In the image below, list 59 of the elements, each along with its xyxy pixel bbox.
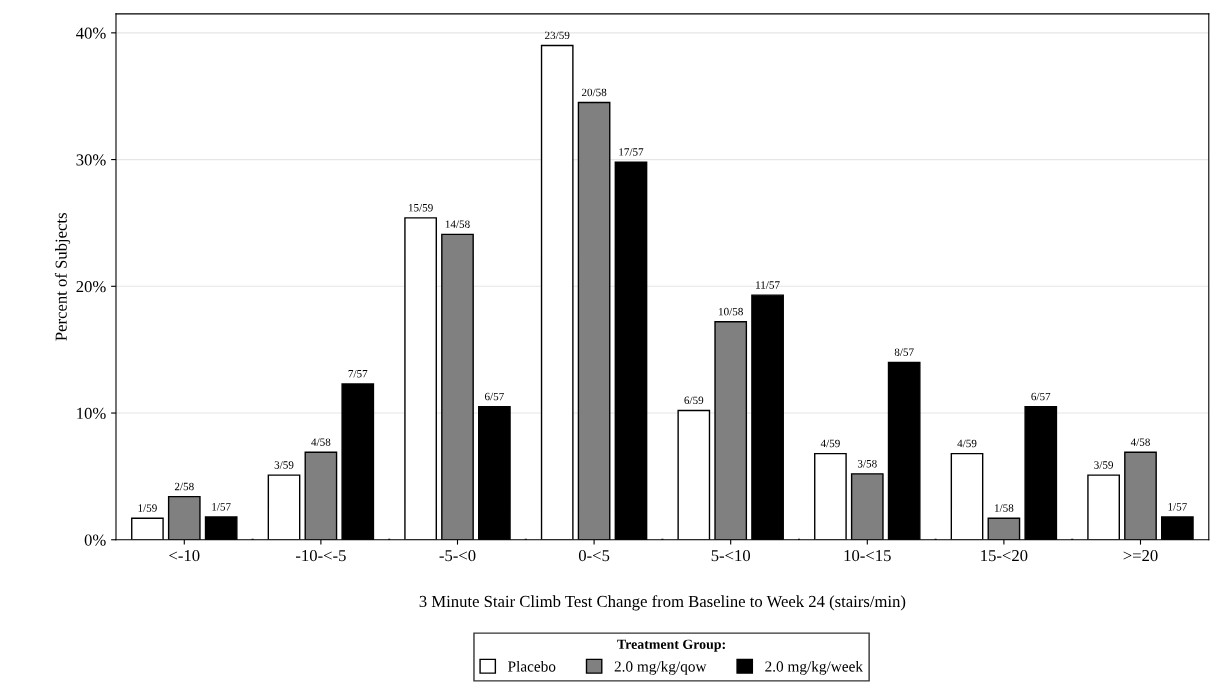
data-label: 11/57	[756, 281, 780, 289]
x-tick-label: -5-<0	[439, 549, 476, 562]
bar	[404, 217, 437, 540]
bar	[131, 517, 164, 540]
bar	[341, 383, 375, 540]
bar	[950, 452, 984, 540]
data-label: 6/57	[1031, 392, 1051, 401]
data-label: 4/58	[1130, 438, 1150, 446]
bar	[267, 474, 301, 540]
data-label: 3/58	[857, 459, 877, 468]
data-label: 3/59	[1094, 461, 1114, 469]
data-label: 1/58	[994, 504, 1014, 512]
legend-label: 2.0 mg/kg/week	[765, 660, 864, 675]
data-label: 6/59	[684, 396, 704, 405]
data-label: 15/59	[408, 203, 433, 212]
bar	[614, 161, 648, 540]
y-tick-label: 10%	[77, 407, 106, 420]
bar	[478, 406, 511, 540]
y-axis-title: Percent of Subjects	[54, 213, 71, 341]
x-tick-label: >=20	[1123, 549, 1158, 562]
legend-label: 2.0 mg/kg/qow	[614, 660, 707, 675]
x-tick-label: <-10	[169, 549, 200, 562]
data-label: 17/57	[619, 148, 644, 156]
bar	[1024, 406, 1058, 540]
y-tick-label: 30%	[76, 154, 106, 166]
x-axis-title: 3 Minute Stair Climb Test Change from Baseline to Week 24 (stairs/min)	[419, 595, 906, 611]
bar	[751, 294, 784, 540]
data-label: 4/59	[820, 439, 840, 448]
data-label: 1/59	[138, 504, 157, 512]
bar	[204, 516, 238, 540]
bar	[677, 409, 711, 540]
x-tick-label: 15-<20	[981, 549, 1028, 562]
data-label: 4/59	[957, 439, 977, 448]
data-label: 7/57	[348, 370, 368, 378]
y-tick-label: 0%	[84, 534, 106, 546]
data-label: 1/57	[1168, 503, 1187, 511]
legend-label: Placebo	[508, 660, 556, 672]
x-tick-label: -10-<-5	[295, 549, 346, 562]
data-label: 10/58	[719, 307, 743, 316]
x-tick-label: 10-<15	[844, 549, 891, 562]
bar	[1087, 474, 1120, 540]
data-label: 20/58	[581, 88, 607, 97]
data-label: 2/58	[174, 482, 194, 491]
bar	[540, 44, 574, 540]
data-label: 8/57	[894, 348, 914, 356]
data-label: 4/58	[311, 438, 331, 446]
legend-title: Treatment Group:	[617, 639, 725, 652]
data-label: 1/57	[212, 503, 231, 511]
bar	[887, 361, 921, 540]
data-label: 23/59	[545, 31, 570, 40]
y-tick-label: 40%	[76, 27, 106, 39]
x-tick-label: 5-<10	[711, 549, 751, 562]
bar	[814, 452, 847, 540]
x-tick-label: 0-<5	[578, 549, 610, 562]
y-tick-label: 20%	[76, 281, 106, 293]
data-label: 6/57	[484, 392, 504, 401]
data-label: 3/59	[274, 461, 294, 469]
bar	[1161, 516, 1194, 540]
data-label: 14/58	[445, 220, 470, 228]
